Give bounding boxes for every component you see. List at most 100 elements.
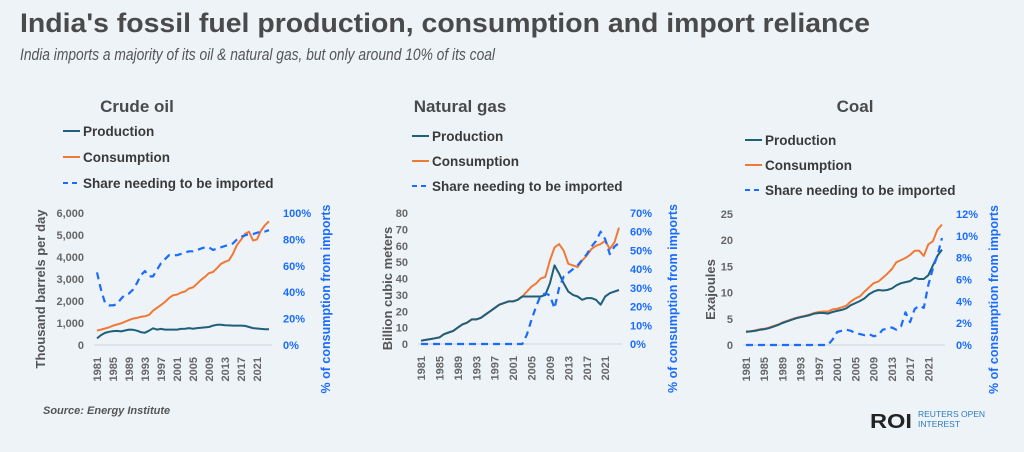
chart-title: Crude oil (100, 97, 174, 116)
y-tick-label: 20 (396, 306, 408, 318)
y-axis-label: Exajoules (703, 259, 718, 320)
y2-tick-label: 40% (283, 287, 305, 299)
x-tick-label: 2005 (850, 357, 862, 381)
legend-label: Production (83, 124, 154, 139)
legend-label: Share needing to be imported (83, 176, 274, 191)
y2-tick-label: 6% (956, 275, 972, 287)
y2-tick-label: 70% (630, 208, 652, 220)
legend-label: Share needing to be imported (432, 179, 623, 194)
y2-tick-label: 20% (630, 302, 652, 314)
x-tick-label: 2021 (252, 357, 264, 381)
y2-tick-label: 0% (283, 340, 299, 352)
series-line-production (96, 323, 269, 340)
y-tick-label: 10 (721, 288, 733, 300)
y2-tick-label: 50% (630, 245, 652, 257)
chart-2: Coal Production Consumption Share needing t… (703, 97, 1001, 394)
x-tick-label: 2001 (172, 357, 184, 381)
x-tick-label: 2005 (188, 357, 200, 381)
y2-tick-label: 30% (630, 283, 652, 295)
subtitle: India imports a majority of its oil & na… (20, 45, 496, 64)
logo-line-2: INTEREST (918, 419, 960, 429)
logo-mark: ROI (870, 411, 912, 433)
x-tick-label: 2017 (905, 357, 917, 381)
y-tick-label: 30 (396, 290, 408, 302)
y2-tick-label: 4% (956, 296, 972, 308)
chart-title: Coal (837, 97, 874, 116)
y2-tick-label: 2% (956, 318, 972, 330)
series-line-consumption (96, 220, 270, 332)
chart-1: Natural gas Production Consumption Share ne… (380, 97, 680, 393)
y2-tick-label: 20% (283, 314, 305, 326)
x-tick-label: 2013 (887, 357, 899, 381)
y-tick-label: 80 (396, 208, 408, 220)
y-tick-label: 10 (396, 323, 408, 335)
y-tick-label: 6,000 (56, 208, 84, 220)
x-tick-label: 2001 (832, 357, 844, 381)
legend-label: Share needing to be imported (765, 183, 956, 198)
y-tick-label: 4,000 (56, 252, 84, 264)
x-tick-label: 2001 (508, 356, 520, 380)
y-tick-label: 60 (396, 241, 408, 253)
y-tick-label: 1,000 (56, 318, 84, 330)
x-tick-label: 2021 (923, 357, 935, 381)
y2-tick-label: 0% (630, 339, 646, 351)
source-note: Source: Energy Institute (43, 405, 170, 417)
x-tick-label: 2005 (527, 356, 539, 380)
x-tick-label: 1985 (434, 356, 446, 380)
y-tick-label: 2,000 (56, 296, 84, 308)
y2-tick-label: 60% (630, 227, 652, 239)
x-tick-label: 2017 (582, 356, 594, 380)
y2-tick-label: 100% (283, 208, 311, 220)
chart-0: Crude oil Production Consumption Share need… (33, 97, 333, 393)
x-tick-label: 2013 (220, 357, 232, 381)
x-tick-label: 1981 (741, 357, 753, 381)
series-line-production (745, 249, 943, 333)
x-tick-label: 2009 (204, 357, 216, 381)
x-tick-label: 2009 (869, 357, 881, 381)
y2-tick-label: 8% (956, 253, 972, 265)
y2-tick-label: 10% (956, 231, 978, 243)
y-tick-label: 0 (78, 340, 84, 352)
y-tick-label: 20 (721, 235, 733, 247)
y2-tick-label: 80% (283, 234, 305, 246)
y-tick-label: 25 (721, 209, 733, 221)
series-line-production (420, 264, 620, 342)
y-tick-label: 0 (402, 339, 408, 351)
y2-axis-label: % of consumption from imports (319, 205, 333, 394)
x-tick-label: 1993 (796, 357, 808, 381)
headline: India's fossil fuel production, consumpt… (20, 8, 870, 38)
y2-axis-label: % of consumption from imports (987, 205, 1001, 394)
y2-axis-label: % of consumption from imports (666, 204, 680, 393)
legend-label: Consumption (83, 150, 170, 165)
legend-label: Production (765, 133, 836, 148)
x-tick-label: 2013 (563, 356, 575, 380)
y-axis-label: Thousand barrels per day (33, 209, 48, 369)
series-line-share-needing-to-be-imported (746, 237, 944, 347)
x-tick-label: 2009 (545, 356, 557, 380)
x-tick-label: 1981 (416, 356, 428, 380)
x-tick-label: 1993 (140, 357, 152, 381)
x-tick-label: 1997 (490, 356, 502, 380)
x-tick-label: 1993 (471, 356, 483, 380)
y2-tick-label: 10% (630, 320, 652, 332)
x-tick-label: 1985 (108, 357, 120, 381)
x-tick-label: 1997 (156, 357, 168, 381)
series-line-share-needing-to-be-imported (95, 229, 270, 307)
x-tick-label: 2017 (236, 357, 248, 381)
y-tick-label: 5,000 (56, 230, 84, 242)
x-tick-label: 1997 (814, 357, 826, 381)
x-tick-label: 2021 (600, 356, 612, 380)
legend-label: Consumption (432, 154, 519, 169)
x-tick-label: 1989 (777, 357, 789, 381)
y-tick-label: 70 (396, 224, 408, 236)
legend-label: Production (432, 129, 503, 144)
chart-title: Natural gas (414, 97, 507, 116)
series-line-consumption (420, 227, 620, 342)
y-tick-label: 40 (396, 274, 408, 286)
y-tick-label: 5 (727, 314, 733, 326)
x-tick-label: 1985 (759, 357, 771, 381)
logo-line-1: REUTERS OPEN (918, 409, 985, 419)
x-tick-label: 1981 (92, 357, 104, 381)
y2-tick-label: 40% (630, 264, 652, 276)
